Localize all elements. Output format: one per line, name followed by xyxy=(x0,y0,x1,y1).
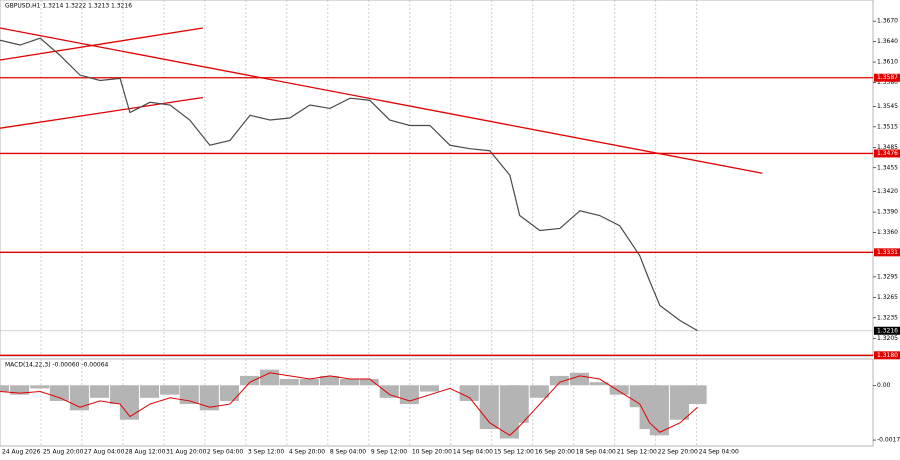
macd-bar xyxy=(609,385,629,395)
macd-bar xyxy=(669,385,689,420)
x-tick-label: 2 Sep 04:00 xyxy=(207,449,243,456)
signal-line xyxy=(0,372,698,436)
y-tick-label: 1.3360 xyxy=(877,229,898,236)
macd-bar xyxy=(10,385,30,395)
y-tick-label: 1.3235 xyxy=(877,314,898,321)
y-tick-label: 1.3485 xyxy=(877,144,898,151)
x-tick-label: 24 Aug 2026 xyxy=(2,449,41,456)
macd-bar xyxy=(160,385,180,395)
x-tick-label: 24 Sep 04:00 xyxy=(699,449,739,456)
macd-bar xyxy=(687,385,707,405)
macd-bar xyxy=(30,385,50,389)
macd-bar xyxy=(529,385,549,398)
x-tick-label: 9 Sep 12:00 xyxy=(371,449,407,456)
x-tick-label: 3 Sep 12:00 xyxy=(248,449,284,456)
last-price-label: 1.3216 xyxy=(877,327,898,334)
macd-bar xyxy=(260,369,280,386)
macd-bar xyxy=(89,385,110,398)
x-tick-label: 16 Sep 20:00 xyxy=(535,449,575,456)
macd-bar xyxy=(379,385,399,398)
macd-bar xyxy=(569,372,589,386)
macd-bar xyxy=(479,385,499,430)
macd-frame xyxy=(0,358,874,447)
macd-bar xyxy=(339,379,360,386)
main-frame xyxy=(0,0,874,357)
macd-bar xyxy=(419,385,439,392)
y-tick-label: 1.3545 xyxy=(877,103,898,110)
macd-bar xyxy=(69,385,89,411)
macd-bar xyxy=(589,382,609,386)
macd-bar xyxy=(299,379,319,386)
y-tick-label: 1.3455 xyxy=(877,164,898,171)
level-label: 1.3476 xyxy=(877,150,898,157)
trend-line xyxy=(0,27,203,61)
x-tick-label: 22 Sep 20:00 xyxy=(658,449,698,456)
macd-bar xyxy=(119,385,139,420)
trend-line xyxy=(0,96,203,129)
x-tick-label: 21 Sep 12:00 xyxy=(617,449,657,456)
chart-title: GBPUSD,H1 1.3214 1.3222 1.3213 1.3216 xyxy=(5,3,132,10)
macd-bar xyxy=(509,385,529,423)
y-tick-label: 1.3515 xyxy=(877,123,898,130)
y-tick-label: 1.3205 xyxy=(877,335,898,342)
y-tick-label: 1.3610 xyxy=(877,59,898,66)
x-tick-label: 25 Aug 20:00 xyxy=(43,449,84,456)
y-tick-label: 1.3265 xyxy=(877,294,898,301)
macd-bar xyxy=(199,385,219,411)
y-tick-label: 1.3390 xyxy=(877,209,898,216)
trend-line xyxy=(0,27,763,174)
macd-bar xyxy=(279,379,299,386)
x-tick-label: 31 Aug 20:00 xyxy=(166,449,207,456)
level-label: 1.3587 xyxy=(877,74,898,81)
macd-bar xyxy=(459,385,479,401)
x-tick-label: 4 Sep 20:00 xyxy=(289,449,325,456)
y-tick-label: -0.00175 xyxy=(877,437,900,444)
macd-bar xyxy=(359,379,379,386)
x-tick-label: 27 Aug 04:00 xyxy=(84,449,125,456)
x-tick-label: 28 Aug 12:00 xyxy=(125,449,166,456)
macd-bar xyxy=(0,385,10,392)
y-tick-label: 1.3670 xyxy=(877,18,898,25)
y-tick-label: 0.00 xyxy=(877,382,891,389)
level-label: 1.3331 xyxy=(877,249,898,256)
level-label: 1.3180 xyxy=(877,352,898,359)
y-tick-label: 1.3420 xyxy=(877,188,898,195)
price-line xyxy=(0,37,698,332)
macd-bar xyxy=(549,375,569,386)
y-tick-label: 1.3640 xyxy=(877,38,898,45)
x-tick-label: 8 Sep 04:00 xyxy=(330,449,366,456)
macd-bar xyxy=(649,385,669,436)
macd-bar xyxy=(219,385,239,401)
x-tick-label: 15 Sep 12:00 xyxy=(494,449,534,456)
level-label-box xyxy=(874,149,900,158)
macd-title: MACD(14,22,3) -0.00060 -0.00064 xyxy=(5,362,109,369)
x-tick-label: 14 Sep 04:00 xyxy=(453,449,493,456)
x-tick-label: 18 Sep 04:00 xyxy=(576,449,616,456)
macd-bar xyxy=(319,375,339,386)
macd-bar xyxy=(49,385,69,401)
x-tick-label: 10 Sep 20:00 xyxy=(412,449,452,456)
macd-bar xyxy=(239,375,260,386)
y-tick-label: 1.3295 xyxy=(877,273,898,280)
macd-bar xyxy=(139,385,160,398)
level-label-box xyxy=(874,73,900,82)
level-label-box xyxy=(874,248,900,257)
level-label-box xyxy=(874,351,900,360)
y-tick-label: 1.3580 xyxy=(877,79,898,86)
macd-bar xyxy=(179,385,199,405)
last-price-box xyxy=(874,326,900,335)
